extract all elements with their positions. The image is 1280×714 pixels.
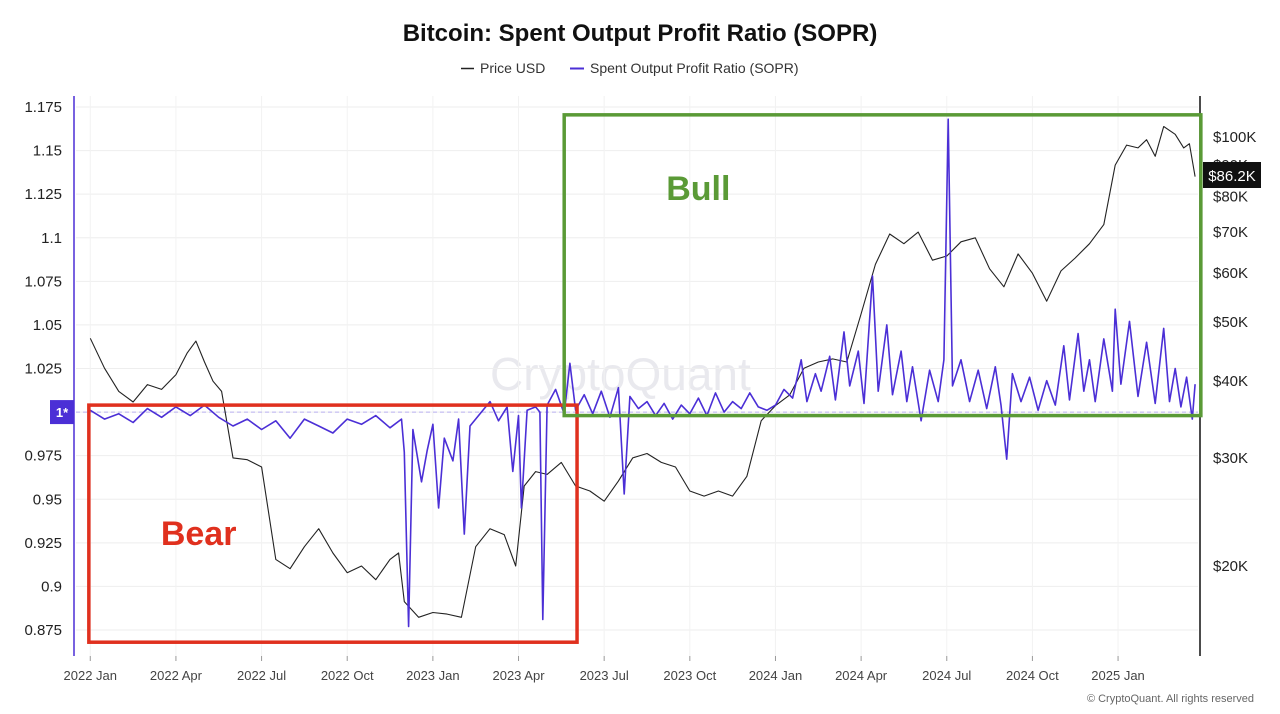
left-tick-label: 1.125	[24, 186, 62, 203]
legend-label-sopr: Spent Output Profit Ratio (SOPR)	[590, 60, 799, 76]
right-tick-label: $50K	[1213, 314, 1248, 331]
legend: Price USD Spent Output Profit Ratio (SOP…	[461, 60, 799, 76]
legend-label-price: Price USD	[480, 60, 545, 76]
right-tick-label: $40K	[1213, 373, 1248, 390]
left-tick-label: 1.15	[33, 143, 62, 160]
annotation-label-bear: Bear	[161, 515, 237, 553]
annotations: Bear Bull	[87, 113, 1203, 644]
right-tick-label: $100K	[1213, 129, 1256, 146]
left-tick-label: 0.925	[24, 535, 62, 552]
left-tick-label: 0.9	[41, 578, 62, 595]
legend-item-sopr[interactable]: Spent Output Profit Ratio (SOPR)	[570, 60, 799, 76]
series-line-sopr	[89, 118, 1196, 628]
right-tick-label: $80K	[1213, 188, 1248, 205]
x-tick-label: 2023 Apr	[492, 668, 545, 683]
series-group	[89, 118, 1196, 628]
x-axis-ticks: 2022 Jan 2022 Apr 2022 Jul 2022 Oct 2023 Jan…	[64, 656, 1145, 683]
reference-badge-label: 1*	[56, 405, 69, 420]
left-tick-label: 1.05	[33, 317, 62, 334]
right-axis-ticks: $20K$30K$40K$50K$60K$70K$80K$90K$100K	[1213, 129, 1256, 575]
reference-badge-box	[50, 400, 74, 425]
x-tick-label: 2025 Jan	[1091, 668, 1145, 683]
annotation-box-bull	[562, 113, 1203, 418]
left-tick-label: 0.875	[24, 622, 62, 639]
x-tick-label: 2024 Jan	[749, 668, 803, 683]
x-tick-label: 2022 Jul	[237, 668, 286, 683]
watermark-logo: CryptoQuant	[490, 348, 751, 400]
left-axis-ticks: 0.875 0.9 0.925 0.95 0.975 1.025 1.05 1.075 1.1 1…	[24, 99, 62, 639]
x-tick-label: 2022 Oct	[321, 668, 374, 683]
left-tick-label: 1.175	[24, 99, 62, 116]
x-tick-label: 2024 Oct	[1006, 668, 1059, 683]
left-tick-label: 1.1	[41, 230, 62, 247]
x-tick-label: 2023 Oct	[663, 668, 716, 683]
left-tick-label: 0.975	[24, 448, 62, 465]
right-tick-label: $30K	[1213, 450, 1248, 467]
x-tick-label: 2022 Jan	[64, 668, 118, 683]
series-line-price	[89, 125, 1196, 618]
legend-item-price[interactable]: Price USD	[461, 60, 545, 76]
x-tick-label: 2024 Apr	[835, 668, 888, 683]
current-price-badge: $86.2K	[1203, 162, 1261, 188]
x-tick-label: 2024 Jul	[922, 668, 971, 683]
right-tick-label: $60K	[1213, 265, 1248, 282]
copyright-text: © CryptoQuant. All rights reserved	[1087, 693, 1254, 705]
right-tick-label: $70K	[1213, 224, 1248, 241]
sopr-reference-badge: 1*	[50, 400, 74, 425]
left-tick-label: 1.075	[24, 273, 62, 290]
x-tick-label: 2023 Jul	[580, 668, 629, 683]
chart-title: Bitcoin: Spent Output Profit Ratio (SOPR…	[403, 20, 878, 47]
left-tick-label: 1.025	[24, 361, 62, 378]
x-tick-label: 2022 Apr	[150, 668, 203, 683]
annotation-box-bear	[87, 403, 579, 644]
x-tick-label: 2023 Jan	[406, 668, 460, 683]
left-tick-label: 0.95	[33, 491, 62, 508]
right-tick-label: $20K	[1213, 558, 1248, 575]
annotation-label-bull: Bull	[666, 170, 730, 208]
current-price-label: $86.2K	[1208, 168, 1256, 185]
